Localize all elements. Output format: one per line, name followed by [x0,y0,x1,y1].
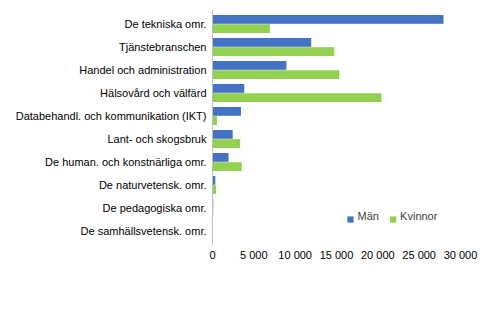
svg-text:5 000: 5 000 [240,249,268,261]
svg-text:30 000: 30 000 [444,249,478,261]
svg-text:De naturvetensk. omr.: De naturvetensk. omr. [99,179,207,191]
svg-text:Män: Män [358,210,379,222]
svg-text:Hälsovård och välfärd: Hälsovård och välfärd [100,87,206,99]
svg-text:De human. och konstnärliga omr: De human. och konstnärliga omr. [45,156,206,168]
svg-text:Databehandl. och kommunikation: Databehandl. och kommunikation (IKT) [16,110,207,122]
svg-text:Handel och administration: Handel och administration [79,64,206,76]
svg-text:Lant- och skogsbruk: Lant- och skogsbruk [107,133,207,145]
svg-text:10 000: 10 000 [278,249,312,261]
svg-text:Kvinnor: Kvinnor [400,210,438,222]
svg-text:0: 0 [209,249,215,261]
svg-text:De pedagogiska omr.: De pedagogiska omr. [103,202,207,214]
svg-text:25 000: 25 000 [402,249,436,261]
svg-text:20 000: 20 000 [361,249,395,261]
svg-text:De tekniska omr.: De tekniska omr. [125,18,207,30]
svg-text:Tjänstebranschen: Tjänstebranschen [119,41,206,53]
svg-text:De samhällsvetensk. omr.: De samhällsvetensk. omr. [81,225,207,237]
svg-text:15 000: 15 000 [320,249,354,261]
